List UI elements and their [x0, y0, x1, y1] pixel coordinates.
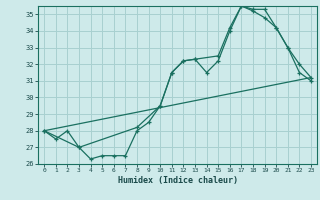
X-axis label: Humidex (Indice chaleur): Humidex (Indice chaleur) — [118, 176, 238, 185]
